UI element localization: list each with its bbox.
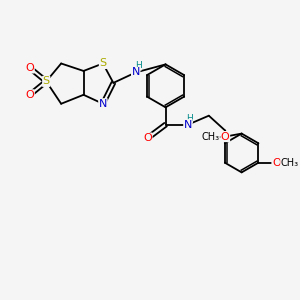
Text: N: N — [99, 99, 107, 109]
Text: O: O — [26, 90, 34, 100]
Text: S: S — [99, 58, 106, 68]
Text: O: O — [221, 132, 230, 142]
Text: O: O — [143, 133, 152, 143]
Text: CH₃: CH₃ — [281, 158, 299, 168]
Text: H: H — [135, 61, 142, 70]
Text: H: H — [186, 114, 193, 123]
Text: N: N — [131, 68, 140, 77]
Text: O: O — [272, 158, 281, 168]
Text: S: S — [43, 76, 50, 86]
Text: O: O — [26, 63, 34, 73]
Text: N: N — [184, 120, 192, 130]
Text: CH₃: CH₃ — [201, 132, 219, 142]
